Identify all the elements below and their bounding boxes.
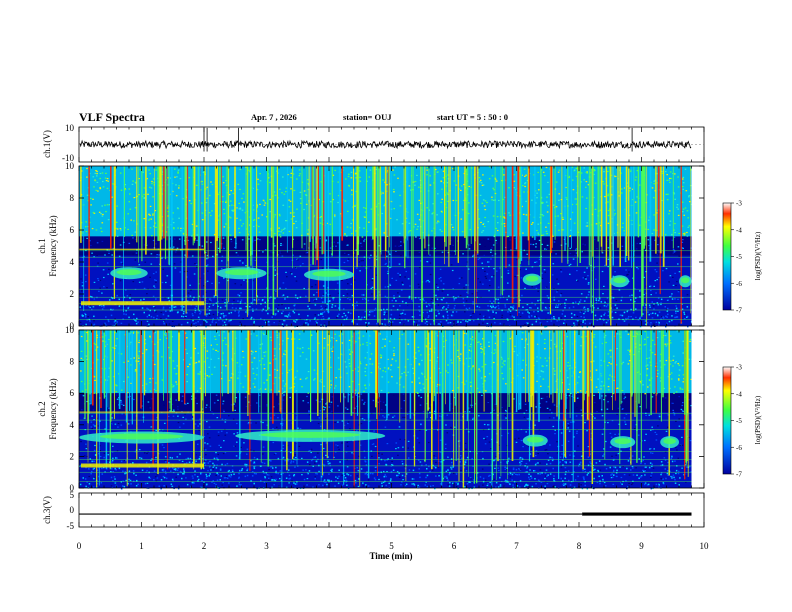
x-tick-label: 1	[139, 541, 144, 551]
ch2-colorbar-tick: -5	[736, 417, 742, 425]
ch3-ytick-mid: 0	[70, 505, 75, 515]
ch1-ylabel: ch.1(V)	[42, 130, 52, 158]
ch2-colorbar-tick: -7	[736, 471, 742, 479]
date-label: Apr. 7 , 2026	[251, 112, 297, 122]
ch1-colorbar-tick: -5	[736, 253, 742, 261]
x-axis-label: Time (min)	[369, 551, 412, 561]
ch2-colorbar-tick: -6	[736, 444, 742, 452]
chart-title: VLF Spectra	[79, 110, 145, 124]
ch1-waveform-line	[79, 127, 692, 152]
x-tick-label: 2	[202, 541, 207, 551]
ch1-waveform-panel: 10 -10 ch.1(V)	[42, 123, 705, 163]
ch2-ytick: 4	[70, 420, 75, 430]
x-tick-label: 3	[264, 541, 269, 551]
x-tick-label: 10	[700, 541, 710, 551]
ch1-colorbar-label: log(PSD)(V²/Hz)	[754, 231, 762, 280]
ch2-ytick: 10	[65, 325, 75, 335]
ch2-colorbar-tick: -3	[736, 364, 742, 372]
ch1-colorbar-tick: -3	[736, 200, 742, 208]
x-tick-label: 6	[452, 541, 457, 551]
ch2-ytick: 0	[70, 483, 75, 493]
x-tick-label: 5	[389, 541, 394, 551]
ch1-colorbar-tick: -4	[736, 226, 742, 234]
ch2-ytick: 8	[70, 357, 75, 367]
ch1-colorbar-tick: -7	[736, 307, 742, 315]
ch2-colorbar-tick: -4	[736, 390, 742, 398]
ch1-ytick: 8	[70, 193, 75, 203]
ch3-ylabel: ch.3(V)	[42, 496, 52, 524]
x-tick-label: 4	[327, 541, 332, 551]
start-time-label: start UT = 5 : 50 : 0	[437, 112, 509, 122]
ch1-colorbar	[722, 202, 732, 311]
early-band	[81, 301, 204, 306]
ch1-ytick-top: 10	[65, 123, 75, 133]
ch3-ytick-bottom: -5	[67, 521, 75, 531]
ch2-ytick: 6	[70, 388, 75, 398]
ch2-colorbar	[722, 366, 732, 475]
early-band	[81, 463, 204, 468]
ch1-ytick: 2	[70, 289, 75, 299]
ch3-waveform-panel: 5 0 -5 ch.3(V) 0 1 2 3 4 5 6 7 8 9 10 Time (min)	[42, 490, 709, 561]
ch1-ytick: 0	[70, 321, 75, 331]
ch1-ytick: 10	[65, 161, 75, 171]
x-tick-label: 0	[77, 541, 82, 551]
x-tick-label: 8	[577, 541, 582, 551]
station-label: station= OUJ	[343, 112, 392, 122]
ch3-ytick-top: 5	[70, 490, 75, 500]
ch1-ylabel-channel: ch.1	[37, 238, 47, 253]
ch2-ytick: 2	[70, 451, 75, 461]
ch1-ytick: 4	[70, 257, 75, 267]
ch1-colorbar-tick: -6	[736, 280, 742, 288]
x-tick-label: 7	[514, 541, 519, 551]
ch1-ytick-bottom: -10	[62, 153, 74, 163]
ch2-ylabel-channel: ch.2	[37, 401, 47, 416]
ch2-ylabel-frequency: Frequency (kHz)	[48, 378, 58, 439]
x-tick-label: 9	[639, 541, 644, 551]
ch1-ytick: 6	[70, 225, 75, 235]
ch1-ylabel-frequency: Frequency (kHz)	[48, 215, 58, 276]
ch2-colorbar-label: log(PSD)(V²/Hz)	[754, 395, 762, 444]
